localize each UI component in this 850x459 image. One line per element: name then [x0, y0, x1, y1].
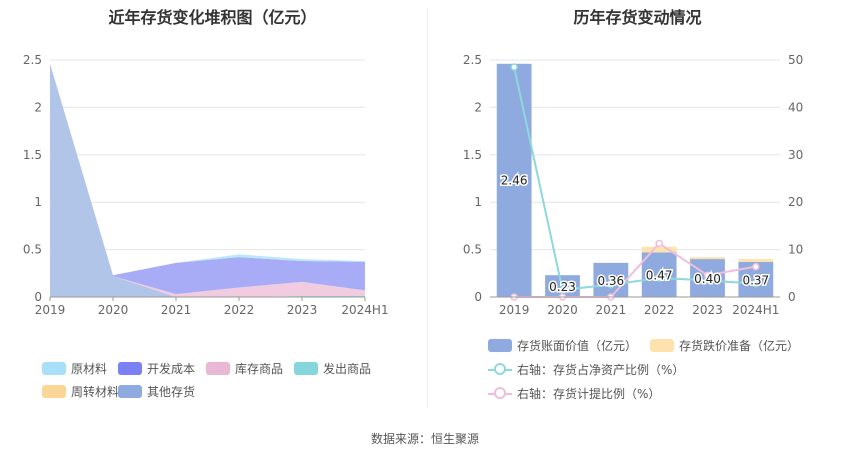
- bar-1-2024H1: [738, 259, 774, 262]
- legend-swatch: [206, 362, 230, 375]
- data-source: 数据来源：恒生聚源: [370, 432, 479, 446]
- legend-swatch: [118, 385, 142, 398]
- left-y-tick-label: 0: [34, 290, 42, 304]
- right-x-tick-label: 2020: [547, 303, 578, 317]
- legend-item-r2[interactable]: 右轴：存货占净资产比例（%）: [488, 361, 684, 378]
- right-x-tick-label: 2024H1: [732, 303, 779, 317]
- legend-item-4[interactable]: 周转材料: [42, 383, 119, 400]
- legend-swatch: [650, 339, 674, 352]
- line-point-0-2019: [510, 63, 518, 71]
- left-x-tick-label: 2024H1: [341, 303, 388, 317]
- legend-item-2[interactable]: 库存商品: [206, 360, 283, 377]
- right-y-tick-label: 2: [474, 100, 482, 114]
- right-x-tick-label: 2019: [499, 303, 530, 317]
- bar-data-label: 0.37: [742, 273, 769, 287]
- legend-item-5[interactable]: 其他存货: [118, 383, 195, 400]
- line-series-0: [513, 66, 756, 291]
- legend-label: 其他存货: [147, 385, 196, 399]
- right-y2-tick-label: 40: [788, 100, 803, 114]
- left-y-tick-label: 2: [34, 100, 42, 114]
- left-x-tick-label: 2020: [98, 303, 129, 317]
- legend-label: 库存商品: [235, 362, 284, 376]
- right-x-tick-label: 2023: [692, 303, 723, 317]
- left-y-tick-label: 0.5: [23, 243, 42, 257]
- legend-label: 存货账面价值（亿元）: [517, 339, 638, 353]
- line-point-1-2022: [655, 239, 663, 248]
- legend-swatch: [488, 339, 512, 352]
- legend-swatch: [294, 362, 318, 375]
- bar-0-2019: [496, 63, 532, 298]
- bar-1-2023: [690, 257, 725, 260]
- bar-data-label: 0.36: [597, 274, 624, 288]
- left-chart-title: 近年存货变化堆积图（亿元）: [108, 8, 317, 27]
- right-y-tick-label: 0.5: [463, 243, 482, 257]
- legend-item-r3[interactable]: 右轴：存货计提比例（%）: [488, 385, 660, 402]
- legend-swatch: [488, 363, 512, 376]
- legend-item-3[interactable]: 发出商品: [294, 360, 371, 377]
- legend-label: 开发成本: [147, 362, 196, 376]
- line-point-0-2024H1: [752, 279, 760, 288]
- right-x-tick-label: 2022: [644, 303, 675, 317]
- left-y-tick-label: 1: [34, 195, 42, 209]
- right-y-tick-label: 2.5: [463, 53, 482, 67]
- bar-1-2022: [641, 246, 677, 253]
- line-point-0-2021: [607, 280, 615, 289]
- legend-label: 存货跌价准备（亿元）: [679, 339, 800, 353]
- line-point-1-2024H1: [752, 262, 760, 271]
- legend-swatch: [42, 362, 66, 375]
- bar-data-label: 0.23: [549, 280, 576, 294]
- right-y-tick-label: 1: [474, 195, 482, 209]
- legend-swatch: [42, 385, 66, 398]
- bar-data-label: 2.46: [501, 173, 528, 187]
- left-x-tick-label: 2023: [287, 303, 318, 317]
- panel-divider: [427, 8, 428, 408]
- right-x-tick-label: 2021: [596, 303, 627, 317]
- legend-swatch: [488, 387, 512, 400]
- legend-item-0[interactable]: 原材料: [42, 360, 107, 377]
- left-area-0: [50, 63, 365, 298]
- bar-data-label: 0.47: [646, 269, 673, 283]
- legend-item-r1[interactable]: 存货跌价准备（亿元）: [650, 337, 799, 354]
- legend-label: 右轴：存货占净资产比例（%）: [517, 363, 685, 377]
- left-x-tick-label: 2022: [224, 303, 255, 317]
- right-y2-tick-label: 30: [788, 148, 803, 162]
- left-y-tick-label: 1.5: [23, 148, 42, 162]
- legend-item-r0[interactable]: 存货账面价值（亿元）: [488, 337, 637, 354]
- right-chart-title: 历年存货变动情况: [573, 8, 702, 27]
- right-y-tick-label: 1.5: [463, 148, 482, 162]
- bar-0-2021: [593, 262, 629, 297]
- right-y-tick-label: 0: [474, 290, 482, 304]
- left-area-3: [50, 63, 365, 295]
- left-y-tick-label: 2.5: [23, 53, 42, 67]
- line-point-0-2020: [558, 286, 567, 294]
- legend-swatch: [118, 362, 142, 375]
- legend-label: 原材料: [71, 362, 108, 376]
- legend-label: 右轴：存货计提比例（%）: [517, 387, 661, 401]
- legend-item-1[interactable]: 开发成本: [118, 360, 195, 377]
- left-x-tick-label: 2021: [161, 303, 192, 317]
- bar-data-label: 0.40: [694, 272, 721, 286]
- left-x-tick-label: 2019: [35, 303, 66, 317]
- line-point-1-2023: [703, 271, 712, 279]
- line-point-0-2022: [655, 274, 663, 282]
- legend-label: 周转材料: [71, 385, 120, 399]
- right-y2-tick-label: 50: [788, 53, 803, 67]
- right-y2-tick-label: 20: [788, 195, 803, 209]
- right-y2-tick-label: 10: [788, 243, 803, 257]
- right-y2-tick-label: 0: [788, 290, 796, 304]
- legend-label: 发出商品: [323, 362, 372, 376]
